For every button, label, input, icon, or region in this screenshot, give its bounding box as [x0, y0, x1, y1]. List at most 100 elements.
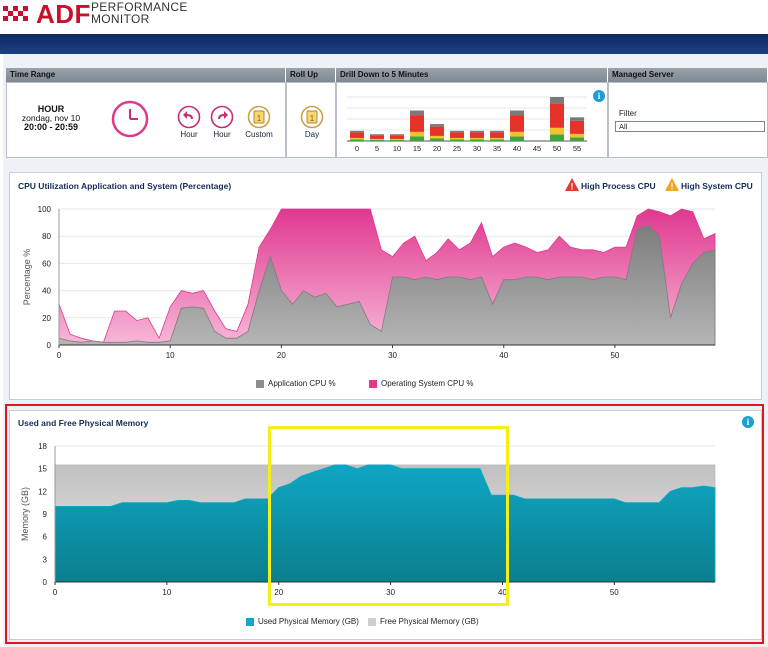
y-axis-label: Percentage %	[22, 249, 32, 306]
drill-bar	[370, 134, 384, 141]
os-cpu-legend-label: Operating System CPU %	[381, 379, 474, 388]
cpu-chart-card: CPU Utilization Application and System (…	[9, 172, 762, 400]
drill-bar	[470, 130, 484, 141]
brand-name: ADF	[36, 0, 91, 29]
high-process-cpu-label: High Process CPU	[581, 181, 656, 191]
y-tick-label: 100	[38, 205, 52, 214]
drill-tick-label: 40	[513, 144, 521, 153]
y-tick-label: 0	[47, 341, 52, 350]
drill-tick-label: 55	[573, 144, 581, 153]
free-memory-legend-label: Free Physical Memory (GB)	[380, 617, 479, 626]
x-tick-label: 50	[610, 588, 619, 597]
cpu-area-chart[interactable]: 0 20 40 60 80 100 0 10 20 30 40 50 Percentage %	[10, 173, 761, 399]
drill-tick-label: 0	[355, 144, 359, 153]
x-tick-label: 10	[162, 588, 171, 597]
svg-text:!: !	[571, 182, 574, 192]
time-range-panel: HOUR zondag, nov 10 20:00 - 20:59 Hour H…	[6, 82, 286, 158]
drill-tick-label: 15	[413, 144, 421, 153]
brand-subtitle-line2: MONITOR	[91, 12, 150, 26]
used-memory-swatch	[246, 617, 254, 626]
y-tick-label: 18	[38, 442, 47, 451]
day-calendar-icon[interactable]: 1	[300, 105, 324, 129]
app-cpu-area	[58, 224, 716, 346]
hour-back-button[interactable]: Hour	[180, 130, 198, 139]
hour-back-arrow-icon[interactable]	[177, 105, 201, 129]
drill-bar	[570, 117, 584, 141]
drill-tick-label: 10	[393, 144, 401, 153]
y-tick-label: 6	[43, 533, 48, 542]
os-cpu-swatch	[369, 379, 377, 388]
drill-tick-label: 50	[553, 144, 561, 153]
x-tick-label: 20	[274, 588, 283, 597]
brand-subtitle: PERFORMANCE MONITOR	[91, 1, 188, 25]
drill-bar	[350, 130, 364, 141]
drill-bar	[550, 97, 564, 141]
drill-bar	[430, 124, 444, 141]
cpu-legend-app[interactable]: Application CPU %	[256, 379, 336, 388]
high-system-warning-icon: !	[665, 178, 679, 191]
memory-chart-title: Used and Free Physical Memory	[18, 418, 149, 428]
roll-up-panel: 1 Day	[286, 82, 336, 158]
drill-bar	[510, 110, 524, 141]
x-tick-label: 40	[498, 588, 507, 597]
day-button[interactable]: Day	[304, 130, 320, 139]
memory-chart-card: Used and Free Physical Memory i 0 3 6 9 12 15…	[9, 410, 762, 640]
high-process-warning-icon: !	[565, 178, 579, 191]
app-cpu-swatch	[256, 379, 264, 388]
brand-header: ADF PERFORMANCE MONITOR	[0, 0, 768, 34]
memory-area-chart[interactable]: 0 3 6 9 12 15 18 0 10 20 30 40 50 Memory (GB)	[10, 411, 761, 639]
cpu-legend-os[interactable]: Operating System CPU %	[369, 379, 473, 388]
drill-bar	[450, 130, 464, 141]
svg-text:!: !	[671, 182, 674, 192]
x-tick-label: 40	[499, 351, 508, 360]
drill-tick-label: 5	[375, 144, 379, 153]
memory-legend-free[interactable]: Free Physical Memory (GB)	[368, 617, 479, 626]
drill-down-header: Drill Down to 5 Minutes	[336, 68, 608, 82]
x-tick-label: 0	[57, 351, 62, 360]
hour-forward-button[interactable]: Hour	[213, 130, 231, 139]
y-tick-label: 3	[43, 555, 48, 564]
memory-legend-used[interactable]: Used Physical Memory (GB)	[246, 617, 359, 626]
y-tick-label: 9	[43, 510, 48, 519]
x-tick-label: 20	[277, 351, 286, 360]
drill-bar	[410, 110, 424, 141]
y-axis-label: Memory (GB)	[20, 487, 30, 541]
drill-tick-label: 45	[533, 144, 541, 153]
time-range-header: Time Range	[6, 68, 286, 82]
hour-forward-arrow-icon[interactable]	[210, 105, 234, 129]
drill-info-icon[interactable]: i	[593, 90, 605, 102]
x-tick-label: 30	[388, 351, 397, 360]
custom-calendar-icon[interactable]: 1	[247, 105, 271, 129]
y-tick-label: 60	[42, 259, 51, 268]
used-memory-legend-label: Used Physical Memory (GB)	[258, 617, 359, 626]
filter-label: Filter	[619, 109, 637, 118]
drill-tick-label: 25	[453, 144, 461, 153]
y-tick-label: 80	[42, 232, 51, 241]
drill-down-panel: 0 5 10 15 20 25 30 35 40 45 50 55 i	[336, 82, 608, 158]
time-range-label: HOUR zondag, nov 10 20:00 - 20:59	[21, 105, 81, 132]
time-range-date: zondag, nov 10	[21, 113, 81, 123]
x-tick-label: 30	[386, 588, 395, 597]
svg-text:1: 1	[257, 114, 262, 123]
managed-server-panel: Filter	[608, 82, 768, 158]
managed-server-header: Managed Server	[608, 68, 768, 82]
app-cpu-legend-label: Application CPU %	[268, 379, 336, 388]
memory-info-icon[interactable]: i	[742, 416, 754, 428]
y-tick-label: 15	[38, 465, 47, 474]
high-system-cpu-label: High System CPU	[681, 181, 753, 191]
svg-text:1: 1	[310, 114, 315, 123]
y-tick-label: 0	[43, 578, 48, 587]
filter-select[interactable]: All	[615, 121, 765, 132]
drill-down-chart[interactable]: 0 5 10 15 20 25 30 35 40 45 50 55	[337, 83, 607, 157]
free-memory-swatch	[368, 617, 376, 626]
y-tick-label: 20	[42, 314, 51, 323]
y-tick-label: 12	[38, 487, 47, 496]
drill-tick-label: 30	[473, 144, 481, 153]
clock-icon[interactable]	[111, 100, 149, 138]
drill-tick-label: 35	[493, 144, 501, 153]
custom-button[interactable]: Custom	[245, 130, 273, 139]
time-range-unit: HOUR	[37, 104, 65, 114]
drill-bar	[490, 130, 504, 141]
x-tick-label: 50	[610, 351, 619, 360]
highlight-yellow-frame	[268, 426, 509, 606]
